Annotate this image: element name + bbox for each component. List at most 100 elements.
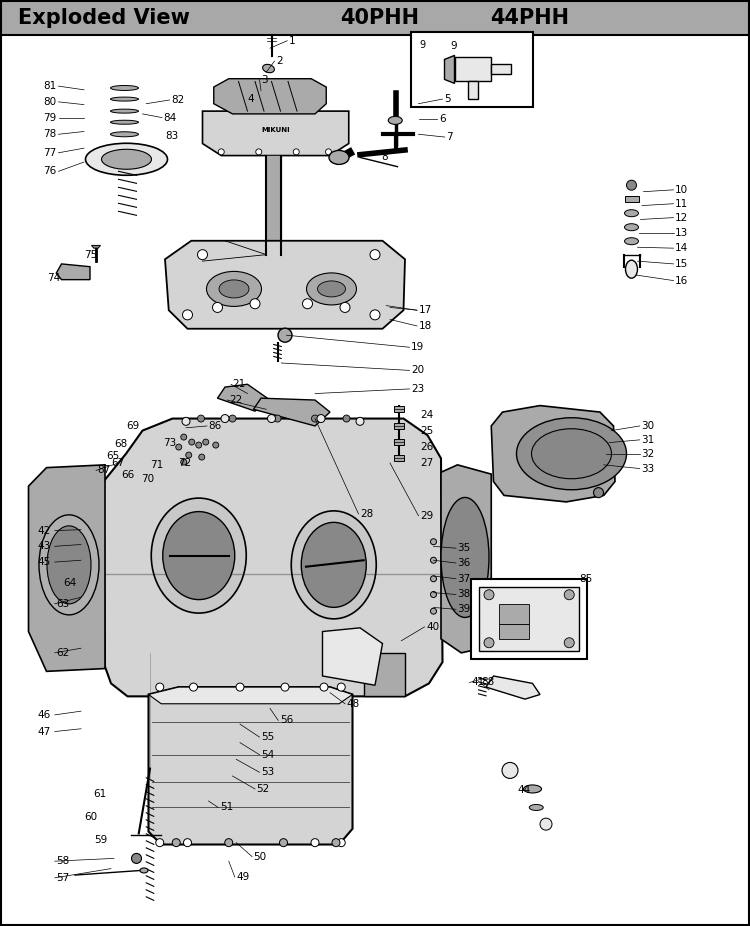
Ellipse shape: [110, 120, 139, 124]
Circle shape: [156, 839, 164, 846]
Text: 74: 74: [47, 273, 61, 282]
Circle shape: [540, 819, 552, 830]
Ellipse shape: [110, 131, 139, 137]
Polygon shape: [364, 653, 405, 696]
Polygon shape: [322, 628, 382, 685]
Circle shape: [182, 310, 193, 319]
Bar: [454, 57, 490, 81]
Bar: [394, 423, 404, 429]
Circle shape: [564, 590, 574, 600]
Text: 73: 73: [164, 438, 177, 447]
Circle shape: [281, 683, 289, 691]
Text: 77: 77: [44, 148, 57, 157]
Circle shape: [184, 839, 191, 846]
Ellipse shape: [329, 150, 349, 165]
Text: 39: 39: [458, 605, 471, 614]
Text: 3: 3: [261, 75, 268, 84]
Circle shape: [225, 839, 232, 846]
Text: 2: 2: [276, 56, 283, 66]
Polygon shape: [441, 465, 491, 653]
Circle shape: [196, 442, 202, 448]
Circle shape: [484, 638, 494, 648]
Circle shape: [236, 683, 244, 691]
Text: 63: 63: [56, 599, 70, 608]
Text: 67: 67: [111, 458, 125, 468]
Circle shape: [338, 683, 345, 691]
Circle shape: [213, 442, 219, 448]
Bar: [394, 439, 404, 444]
Text: 65: 65: [106, 451, 120, 460]
Text: 13: 13: [675, 229, 688, 238]
Text: 11: 11: [675, 199, 688, 208]
Ellipse shape: [307, 273, 356, 305]
Circle shape: [221, 415, 229, 422]
Text: 9: 9: [419, 41, 425, 50]
Polygon shape: [217, 384, 270, 411]
Circle shape: [176, 444, 181, 450]
Circle shape: [229, 415, 236, 422]
Ellipse shape: [86, 144, 167, 175]
Polygon shape: [92, 245, 100, 248]
Polygon shape: [148, 687, 352, 704]
Text: 31: 31: [641, 435, 655, 444]
Bar: [499, 604, 529, 624]
Circle shape: [484, 590, 494, 600]
Polygon shape: [486, 676, 540, 699]
Circle shape: [186, 452, 192, 458]
Circle shape: [338, 839, 345, 846]
Circle shape: [311, 839, 319, 846]
Circle shape: [156, 683, 164, 691]
Bar: [0, 0, 750, 35]
Text: 46: 46: [38, 710, 51, 720]
Polygon shape: [479, 587, 579, 651]
Polygon shape: [104, 419, 442, 696]
Ellipse shape: [140, 868, 148, 873]
Text: 35: 35: [458, 544, 471, 553]
Circle shape: [326, 149, 332, 155]
Ellipse shape: [625, 238, 638, 244]
Circle shape: [564, 638, 574, 648]
Text: 6: 6: [439, 114, 446, 123]
Circle shape: [172, 839, 180, 846]
Text: 40: 40: [426, 622, 439, 632]
Circle shape: [199, 454, 205, 460]
Bar: [625, 196, 638, 202]
Ellipse shape: [532, 429, 611, 479]
Ellipse shape: [152, 498, 246, 613]
Text: 78: 78: [44, 130, 57, 139]
Circle shape: [370, 310, 380, 319]
Text: 60: 60: [84, 812, 98, 821]
Circle shape: [502, 762, 518, 779]
Ellipse shape: [47, 526, 91, 604]
Text: 86: 86: [209, 421, 222, 431]
Text: 27: 27: [420, 458, 434, 468]
Circle shape: [197, 250, 208, 259]
Ellipse shape: [219, 280, 249, 298]
Polygon shape: [202, 111, 349, 156]
Circle shape: [332, 839, 340, 846]
Circle shape: [256, 149, 262, 155]
Ellipse shape: [291, 511, 376, 619]
Ellipse shape: [163, 511, 235, 600]
Text: 25: 25: [420, 426, 434, 435]
Circle shape: [430, 576, 436, 582]
Circle shape: [250, 299, 260, 308]
Text: 19: 19: [411, 343, 424, 352]
Text: 12: 12: [675, 213, 688, 222]
Text: 7: 7: [446, 132, 453, 142]
Ellipse shape: [626, 260, 638, 278]
Text: 71: 71: [150, 460, 164, 469]
Circle shape: [181, 434, 187, 440]
Text: 32: 32: [641, 449, 655, 458]
Text: 17: 17: [419, 306, 432, 315]
Text: 40PHH: 40PHH: [340, 7, 419, 28]
Ellipse shape: [625, 224, 638, 231]
Text: 88: 88: [482, 678, 495, 687]
Ellipse shape: [262, 65, 274, 72]
Ellipse shape: [39, 515, 99, 615]
Bar: [394, 456, 404, 461]
Text: 50: 50: [254, 852, 267, 861]
Text: 29: 29: [420, 511, 434, 520]
Circle shape: [430, 557, 436, 563]
Text: 15: 15: [675, 259, 688, 269]
